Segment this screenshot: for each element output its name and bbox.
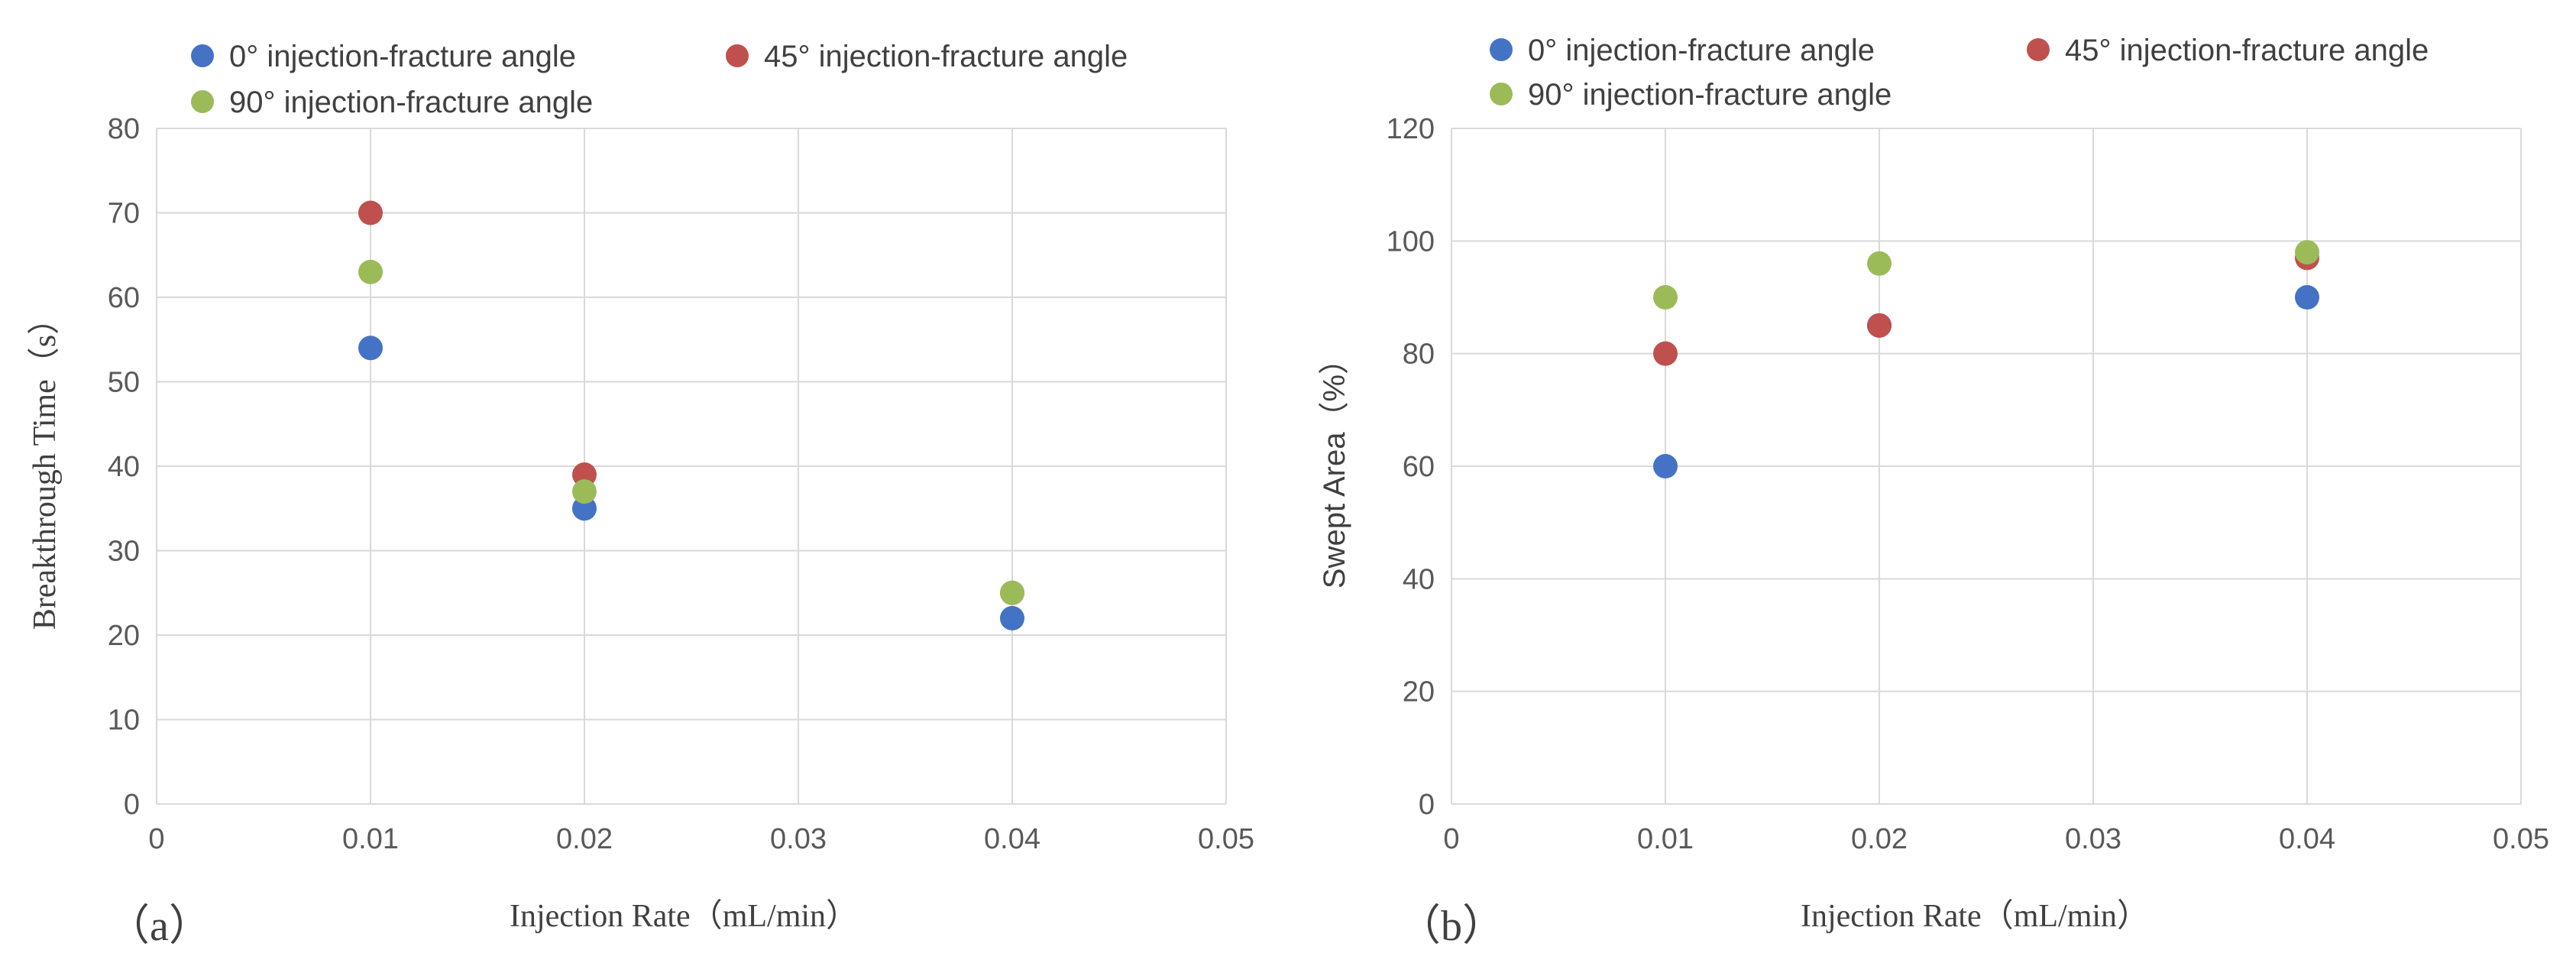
data-point-series-0 [1653,454,1678,478]
data-point-series-0 [572,496,597,521]
y-tick-label: 20 [108,620,140,652]
data-point-series-2 [572,479,597,504]
panel-label: （a） [107,903,212,950]
x-axis-title: Injection Rate（mL/min） [510,899,858,934]
legend-label-2: 90° injection-fracture angle [229,86,593,119]
y-tick-label: 100 [1387,225,1435,258]
data-point-series-2 [1000,580,1024,605]
x-tick-label: 0.04 [984,823,1040,855]
y-tick-label: 40 [1403,563,1435,595]
x-tick-label: 0.04 [2279,823,2335,855]
y-tick-label: 70 [108,198,140,230]
legend-marker-0 [191,44,214,67]
panel-label: （b） [1398,903,1505,950]
panel-a-breakthrough-time-chart: 0 10 20 30 40 50 60 70 80 0 0.01 0.02 0.03 0.04 0.05 In… [28,40,1254,950]
x-axis-title: Injection Rate（mL/min） [1801,899,2149,934]
legend-marker-1 [2027,38,2050,61]
data-point-series-0 [1000,605,1024,631]
x-tick-label: 0.03 [2065,823,2121,855]
legend-label-0: 0° injection-fracture angle [229,40,576,73]
data-point-series-0 [2295,285,2319,310]
x-tick-label: 0.05 [1198,823,1254,855]
y-tick-label: 50 [108,367,140,399]
legend-label-1: 45° injection-fracture angle [2065,34,2429,67]
legend-marker-2 [1490,83,1513,105]
y-tick-label: 20 [1403,676,1435,708]
data-point-series-2 [2295,240,2319,265]
legend-label-0: 0° injection-fracture angle [1528,34,1875,67]
x-tick-label: 0.01 [1637,823,1694,855]
data-point-series-2 [1653,285,1678,310]
x-tick-label: 0.03 [770,823,827,855]
legend-marker-1 [726,44,749,67]
data-point-series-1 [1867,313,1892,338]
legend-marker-2 [191,90,214,113]
y-tick-label: 10 [108,705,140,737]
x-tick-label: 0.02 [1851,823,1908,855]
y-tick-label: 120 [1387,113,1435,145]
y-tick-label: 80 [108,113,140,145]
legend-label-2: 90° injection-fracture angle [1528,78,1892,112]
panel-b-swept-area-chart: 0 20 40 60 80 100 120 0 0.01 0.02 0.03 0.04 0.05 Inje… [1318,34,2549,950]
x-tick-label: 0.01 [342,823,399,855]
x-tick-label: 0 [1443,823,1459,855]
x-tick-label: 0.05 [2493,823,2549,855]
y-tick-label: 80 [1403,339,1435,371]
x-tick-label: 0.02 [556,823,613,855]
y-tick-label: 60 [108,282,140,314]
data-point-series-1 [358,200,383,225]
y-axis-title: Swept Area（%） [1318,344,1351,589]
y-axis-title: Breakthrough Time（s） [28,303,63,630]
data-point-series-1 [572,462,597,488]
data-point-series-0 [358,336,383,361]
x-tick-label: 0 [148,823,164,855]
y-tick-label: 40 [108,451,140,483]
data-point-series-1 [1653,341,1678,366]
legend-marker-0 [1490,38,1513,61]
data-point-series-2 [358,259,383,284]
y-tick-label: 60 [1403,451,1435,483]
y-tick-label: 0 [124,789,140,821]
legend-label-1: 45° injection-fracture angle [764,40,1128,73]
data-point-series-2 [1867,251,1892,276]
y-tick-label: 30 [108,536,140,568]
y-tick-label: 0 [1419,789,1435,821]
